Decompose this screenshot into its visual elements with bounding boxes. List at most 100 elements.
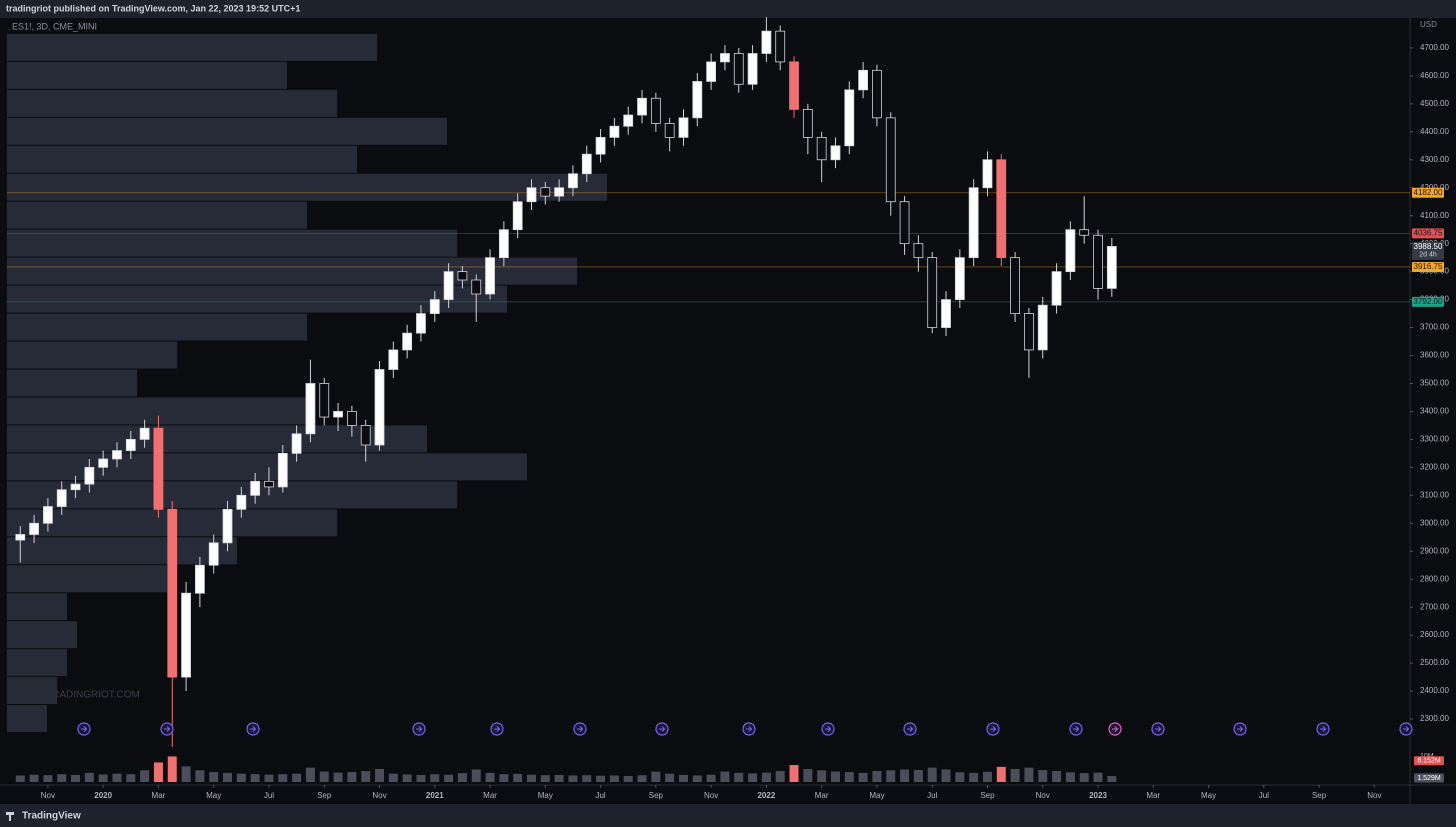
volume-bar (430, 774, 440, 782)
x-tick-label: 2022 (757, 791, 775, 800)
candle-body (457, 271, 468, 281)
y-tick-label: 3400.00 (1420, 407, 1449, 416)
event-icon-glyph (416, 726, 423, 732)
event-icon-glyph (1403, 726, 1410, 732)
volume-bar (679, 774, 688, 782)
volume-bar (1052, 771, 1062, 782)
brand[interactable]: TradingView (22, 811, 81, 822)
candle-body (802, 109, 813, 138)
volume-marker-label: 8.152M (1417, 758, 1441, 765)
volume-bar (1010, 768, 1020, 782)
candle-body (761, 30, 772, 54)
y-tick-label: 4600.00 (1420, 71, 1449, 80)
volume-profile-bar (7, 649, 67, 677)
volume-profile-bar (7, 229, 457, 257)
candle-body (872, 69, 882, 119)
event-icon-glyph (746, 726, 753, 732)
candle-body (153, 427, 164, 510)
candle-body (1106, 246, 1117, 289)
volume-bar (844, 772, 854, 782)
candle-body (360, 425, 371, 446)
published-note: tradingriot published on TradingView.com… (6, 3, 300, 13)
level-tag-label: 4036.75 (1414, 228, 1443, 237)
volume-profile-bar (7, 313, 307, 341)
x-tick-label: Sep (1312, 791, 1327, 800)
volume-bar (223, 772, 233, 782)
candle-body (595, 137, 606, 155)
volume-bar (540, 775, 550, 782)
candle-body (388, 349, 399, 370)
volume-bar (485, 772, 495, 782)
candle-body (139, 427, 150, 440)
volume-bar (236, 773, 246, 782)
y-tick-label: 4500.00 (1420, 99, 1449, 108)
volume-bar (1024, 767, 1034, 782)
x-tick-label: May (1201, 791, 1216, 800)
volume-bar (444, 774, 454, 782)
volume-profile-bar (7, 481, 457, 509)
volume-bar (209, 772, 219, 782)
candle-body (913, 243, 924, 259)
volume-bar (278, 774, 288, 782)
y-tick-label: 2800.00 (1420, 574, 1449, 583)
candle-body (775, 30, 786, 63)
volume-bar (84, 772, 94, 782)
volume-profile-bar (7, 369, 137, 397)
volume-bar (471, 769, 481, 782)
volume-profile-bar (7, 173, 607, 201)
volume-bar (1093, 772, 1103, 782)
candle-body (816, 137, 827, 161)
candle-body (346, 411, 357, 426)
candle-body (498, 229, 509, 259)
volume-bar (305, 767, 315, 782)
event-icon-glyph (1112, 726, 1119, 732)
volume-profile-bar (7, 537, 237, 565)
volume-profile-bar (7, 201, 307, 229)
candle-body (858, 69, 869, 91)
y-tick-label: 4200.00 (1420, 183, 1449, 192)
level-tag (1412, 187, 1444, 198)
volume-bar (43, 775, 53, 782)
x-tick-label: Nov (1367, 791, 1381, 800)
candle-body (609, 125, 620, 138)
volume-bar (29, 774, 39, 782)
volume-bar (927, 767, 937, 782)
volume-bar (402, 774, 412, 782)
volume-bar (872, 771, 882, 782)
candle-body (43, 506, 53, 524)
volume-bar (292, 773, 302, 782)
event-icon-glyph (990, 726, 997, 732)
candle-body (568, 173, 578, 189)
candle-body (789, 61, 799, 110)
y-tick-label: 2300.00 (1420, 714, 1449, 723)
candle-body (733, 53, 744, 85)
candle-body (678, 117, 689, 138)
candle-body (264, 480, 274, 488)
volume-bar (167, 756, 177, 782)
volume-profile-bar (7, 89, 337, 117)
y-tick-label: 2600.00 (1420, 630, 1449, 639)
level-tag-label: 3792.00 (1414, 297, 1443, 306)
candle-body (112, 450, 122, 460)
y-tick-label: 4400.00 (1420, 127, 1449, 136)
volume-marker (1414, 756, 1444, 766)
y-tick-label: 2400.00 (1420, 686, 1449, 695)
candle-body (15, 534, 26, 541)
candle-body (526, 187, 537, 203)
candle-body (70, 483, 81, 491)
y-tick-label: 4300.00 (1420, 155, 1449, 164)
volume-bar (15, 775, 25, 782)
volume-bar (789, 765, 799, 782)
event-icon-glyph (577, 726, 584, 732)
candle-body (1079, 229, 1090, 236)
level-tag-label: 3916.75 (1414, 262, 1443, 271)
volume-bar (568, 775, 578, 782)
volume-bar (720, 771, 730, 782)
volume-profile-bar (7, 565, 167, 593)
y-tick-label: 4700.00 (1420, 43, 1449, 52)
volume-profile-bar (7, 145, 357, 173)
y-tick-label: 4100.00 (1420, 211, 1449, 220)
candle-body (181, 592, 191, 678)
level-tag-label: 4182.00 (1414, 188, 1443, 197)
